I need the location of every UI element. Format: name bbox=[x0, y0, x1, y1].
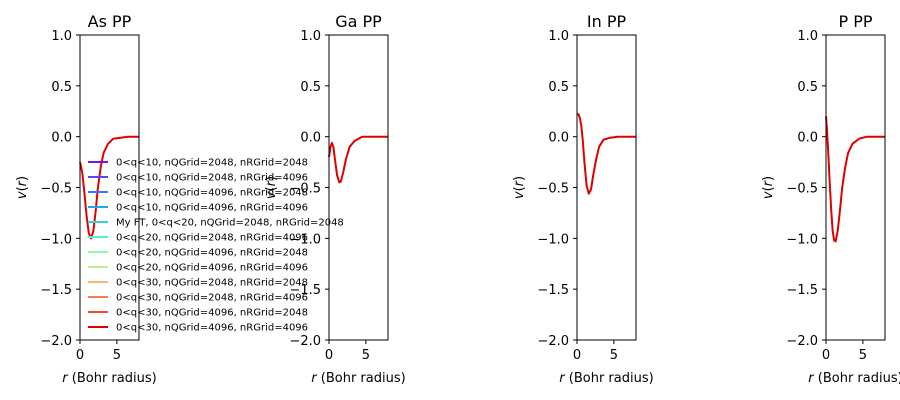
y-axis-label: v(r) bbox=[512, 176, 527, 199]
x-axis-label: r (Bohr radius) bbox=[311, 371, 405, 386]
y-tick-label: 0.0 bbox=[797, 131, 818, 146]
legend-label: 0<q<30, nQGrid=2048, nRGrid=2048 bbox=[116, 278, 308, 289]
y-tick-label: −1.5 bbox=[786, 283, 818, 298]
y-tick-label: −1.0 bbox=[786, 232, 818, 247]
axes-frame bbox=[577, 35, 636, 340]
x-tick-label: 0 bbox=[325, 348, 333, 363]
y-tick-label: −2.0 bbox=[786, 334, 818, 349]
legend-item: 0<q<20, nQGrid=2048, nRGrid=4096 bbox=[88, 233, 308, 244]
y-tick-label: 0.5 bbox=[548, 80, 569, 95]
x-tick-label: 0 bbox=[573, 348, 581, 363]
x-tick-label: 0 bbox=[822, 348, 830, 363]
legend-item: 0<q<10, nQGrid=2048, nRGrid=2048 bbox=[88, 158, 308, 169]
legend-label: 0<q<20, nQGrid=4096, nRGrid=2048 bbox=[116, 248, 308, 259]
x-tick-label: 5 bbox=[859, 348, 867, 363]
x-tick-label: 0 bbox=[76, 348, 84, 363]
y-tick-label: 0.5 bbox=[300, 80, 321, 95]
x-axis-label: r (Bohr radius) bbox=[559, 371, 653, 386]
y-axis-label: v(r) bbox=[15, 176, 30, 199]
x-axis-label: r (Bohr radius) bbox=[62, 371, 156, 386]
legend-label: 0<q<10, nQGrid=4096, nRGrid=4096 bbox=[116, 203, 308, 214]
subplot-3: In PP 1.0 0.5 0.0 −0.5 −1.0 −1.5 −2.0 0 5 r (Bohr … bbox=[512, 12, 654, 386]
legend-label: 0<q<30, nQGrid=2048, nRGrid=4096 bbox=[116, 293, 308, 304]
legend-label: 0<q<10, nQGrid=4096, nRGrid=2048 bbox=[116, 188, 308, 199]
y-tick-label: −1.0 bbox=[537, 232, 569, 247]
y-tick-label: 0.5 bbox=[797, 80, 818, 95]
legend-item: 0<q<10, nQGrid=2048, nRGrid=4096 bbox=[88, 173, 308, 184]
y-tick-label: −0.5 bbox=[40, 182, 72, 197]
y-tick-label: 1.0 bbox=[548, 29, 569, 44]
y-tick-label: 1.0 bbox=[51, 29, 72, 44]
legend-item: 0<q<30, nQGrid=4096, nRGrid=2048 bbox=[88, 308, 308, 319]
chart-title: As PP bbox=[88, 12, 132, 31]
legend-item: 0<q<30, nQGrid=2048, nRGrid=4096 bbox=[88, 293, 308, 304]
legend-label: My FT, 0<q<20, nQGrid=2048, nRGrid=2048 bbox=[116, 218, 344, 229]
legend-item: 0<q<20, nQGrid=4096, nRGrid=4096 bbox=[88, 263, 308, 274]
legend-item: 0<q<30, nQGrid=4096, nRGrid=4096 bbox=[88, 323, 308, 334]
legend-label: 0<q<20, nQGrid=2048, nRGrid=4096 bbox=[116, 233, 308, 244]
legend-label: 0<q<10, nQGrid=2048, nRGrid=4096 bbox=[116, 173, 308, 184]
x-tick-label: 5 bbox=[113, 348, 121, 363]
axes-frame bbox=[826, 35, 885, 340]
y-tick-label: 0.5 bbox=[51, 80, 72, 95]
subplot-4: P PP 1.0 0.5 0.0 −0.5 −1.0 −1.5 −2.0 0 5 r (Bohr r… bbox=[761, 12, 900, 386]
legend-item: 0<q<10, nQGrid=4096, nRGrid=2048 bbox=[88, 188, 308, 199]
legend-label: 0<q<20, nQGrid=4096, nRGrid=4096 bbox=[116, 263, 308, 274]
y-tick-label: −0.5 bbox=[537, 182, 569, 197]
legend-label: 0<q<30, nQGrid=4096, nRGrid=2048 bbox=[116, 308, 308, 319]
series-line bbox=[329, 137, 388, 183]
y-tick-label: 0.0 bbox=[300, 131, 321, 146]
legend-item: 0<q<30, nQGrid=2048, nRGrid=2048 bbox=[88, 278, 308, 289]
series-line bbox=[826, 116, 885, 241]
y-tick-label: −2.0 bbox=[289, 334, 321, 349]
x-tick-label: 5 bbox=[362, 348, 370, 363]
x-tick-label: 5 bbox=[610, 348, 618, 363]
legend-item: 0<q<20, nQGrid=4096, nRGrid=2048 bbox=[88, 248, 308, 259]
y-tick-label: −2.0 bbox=[537, 334, 569, 349]
y-tick-label: −2.0 bbox=[40, 334, 72, 349]
chart-title: Ga PP bbox=[335, 12, 382, 31]
y-tick-label: 0.0 bbox=[548, 131, 569, 146]
y-tick-label: 0.0 bbox=[51, 131, 72, 146]
legend-label: 0<q<30, nQGrid=4096, nRGrid=4096 bbox=[116, 323, 308, 334]
x-axis-label: r (Bohr radius) bbox=[808, 371, 900, 386]
axes-frame bbox=[329, 35, 388, 340]
legend-item: 0<q<10, nQGrid=4096, nRGrid=4096 bbox=[88, 203, 308, 214]
chart-title: P PP bbox=[838, 12, 872, 31]
legend-item: My FT, 0<q<20, nQGrid=2048, nRGrid=2048 bbox=[88, 218, 344, 229]
y-tick-label: −1.5 bbox=[537, 283, 569, 298]
y-tick-label: 1.0 bbox=[300, 29, 321, 44]
series-line bbox=[577, 114, 636, 193]
y-tick-label: −0.5 bbox=[786, 182, 818, 197]
chart-title: In PP bbox=[587, 12, 627, 31]
y-tick-label: −1.0 bbox=[40, 232, 72, 247]
y-tick-label: 1.0 bbox=[797, 29, 818, 44]
y-tick-label: −1.5 bbox=[40, 283, 72, 298]
y-axis-label: v(r) bbox=[761, 176, 776, 199]
legend-label: 0<q<10, nQGrid=2048, nRGrid=2048 bbox=[116, 158, 308, 169]
